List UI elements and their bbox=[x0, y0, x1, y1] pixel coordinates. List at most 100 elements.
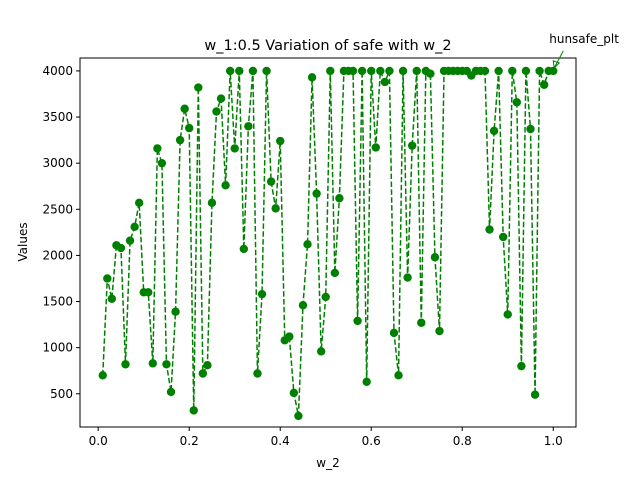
data-point bbox=[262, 66, 271, 76]
data-point bbox=[203, 360, 212, 370]
data-point bbox=[189, 406, 198, 415]
annotation-arrowhead bbox=[552, 60, 561, 69]
data-point bbox=[235, 66, 244, 76]
data-point bbox=[198, 369, 208, 378]
data-point bbox=[312, 189, 321, 198]
data-point bbox=[216, 94, 226, 103]
data-point bbox=[257, 289, 267, 299]
data-point bbox=[362, 377, 371, 386]
data-point bbox=[107, 294, 117, 303]
data-point bbox=[239, 244, 249, 254]
data-point bbox=[512, 98, 522, 107]
series-layer bbox=[98, 66, 558, 421]
data-point bbox=[162, 360, 171, 369]
data-point bbox=[225, 66, 235, 76]
data-point bbox=[485, 225, 494, 234]
data-point bbox=[153, 144, 162, 153]
data-point bbox=[166, 387, 176, 397]
data-point bbox=[539, 80, 549, 89]
data-point bbox=[430, 253, 440, 262]
data-point bbox=[253, 369, 262, 378]
data-point bbox=[371, 143, 380, 152]
data-point bbox=[330, 268, 340, 278]
data-point bbox=[175, 135, 185, 145]
data-point bbox=[276, 136, 285, 146]
data-point bbox=[385, 66, 394, 76]
y-tick-label: 3000 bbox=[42, 156, 73, 170]
data-point bbox=[157, 158, 167, 168]
x-tick-label: 0.4 bbox=[271, 434, 290, 448]
data-point bbox=[316, 347, 326, 356]
plot-area-frame bbox=[79, 57, 577, 428]
data-point bbox=[298, 301, 308, 310]
data-point bbox=[171, 307, 180, 316]
data-point bbox=[212, 107, 221, 116]
data-point bbox=[494, 66, 503, 76]
data-point bbox=[125, 236, 135, 245]
data-point bbox=[389, 328, 399, 338]
data-point bbox=[526, 124, 535, 134]
x-axis: 0.0 0.2 0.4 0.6 0.8 1.0 bbox=[89, 427, 563, 448]
data-point bbox=[307, 73, 317, 82]
data-point bbox=[230, 144, 239, 153]
data-point bbox=[535, 66, 544, 76]
data-point bbox=[412, 66, 421, 76]
data-point bbox=[121, 360, 130, 369]
y-tick-label: 500 bbox=[50, 387, 73, 401]
data-point bbox=[207, 198, 217, 208]
data-point bbox=[185, 123, 194, 133]
x-tick-label: 0.8 bbox=[453, 434, 472, 448]
data-point bbox=[130, 222, 139, 232]
data-point bbox=[498, 232, 508, 242]
data-point bbox=[285, 332, 294, 341]
x-tick-label: 0.6 bbox=[362, 434, 381, 448]
y-tick-label: 3500 bbox=[42, 110, 73, 124]
y-tick-label: 2500 bbox=[42, 202, 73, 216]
chart-title: w_1:0.5 Variation of safe with w_2 bbox=[204, 38, 451, 54]
data-point bbox=[398, 66, 408, 76]
data-point bbox=[394, 371, 403, 380]
data-point bbox=[335, 194, 344, 203]
data-point bbox=[303, 240, 312, 249]
data-point bbox=[148, 359, 158, 368]
data-point bbox=[294, 411, 303, 421]
data-point bbox=[134, 198, 144, 208]
y-tick-label: 1500 bbox=[42, 295, 73, 309]
data-point bbox=[348, 66, 358, 76]
data-point bbox=[180, 104, 189, 113]
y-axis-label: Values bbox=[16, 222, 30, 261]
y-tick-label: 4000 bbox=[42, 64, 73, 78]
data-point bbox=[98, 371, 107, 380]
data-point bbox=[530, 390, 540, 399]
data-point bbox=[380, 77, 390, 87]
data-point bbox=[549, 66, 558, 76]
data-point bbox=[248, 66, 258, 76]
x-tick-label: 1.0 bbox=[544, 434, 563, 448]
data-point bbox=[357, 66, 367, 76]
data-point bbox=[517, 361, 526, 371]
y-tick-label: 1000 bbox=[42, 341, 73, 355]
x-tick-label: 0.2 bbox=[180, 434, 199, 448]
x-tick-label: 0.0 bbox=[89, 434, 108, 448]
data-point bbox=[403, 273, 412, 282]
annotation-arrow bbox=[553, 50, 564, 69]
data-point bbox=[521, 66, 531, 76]
data-point bbox=[221, 181, 230, 190]
y-axis: 500 1000 1500 2000 2500 3000 3500 4000 bbox=[42, 64, 80, 401]
data-point bbox=[407, 141, 417, 150]
data-point bbox=[144, 288, 153, 297]
data-point bbox=[194, 83, 203, 92]
y-tick-label: 2000 bbox=[42, 248, 73, 262]
data-point bbox=[435, 326, 444, 336]
data-point bbox=[376, 66, 385, 76]
data-point bbox=[244, 122, 253, 131]
data-point bbox=[271, 204, 280, 213]
annotation-label: hunsafe_plt bbox=[549, 32, 619, 46]
data-point bbox=[289, 388, 299, 398]
x-axis-label: w_2 bbox=[316, 456, 339, 470]
data-point bbox=[489, 126, 499, 136]
data-point bbox=[321, 292, 330, 302]
